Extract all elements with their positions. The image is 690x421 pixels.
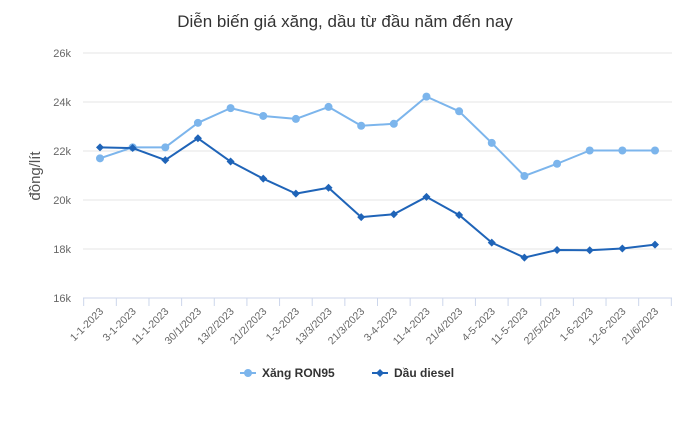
- data-point[interactable]: [422, 192, 431, 201]
- legend-item[interactable]: Xăng RON95: [240, 366, 335, 380]
- x-tick-label: 1-1-2023: [68, 306, 106, 344]
- series-line: [99, 137, 656, 259]
- legend: Xăng RON95 Dầu diesel: [240, 366, 454, 380]
- y-tick-label: 20k: [53, 195, 71, 207]
- y-tick-label: 26k: [53, 48, 71, 60]
- grid-lines: [83, 52, 672, 299]
- data-point[interactable]: [291, 114, 300, 123]
- legend-label: Dầu diesel: [394, 366, 454, 380]
- x-axis-ticks: 1-1-20233-1-202311-1-202330/1/202313/2/2…: [68, 298, 672, 348]
- data-point[interactable]: [357, 213, 366, 222]
- y-axis-ticks: 16k 18k 20k 22k 24k 26k: [53, 48, 71, 305]
- chart-title: Diễn biến giá xăng, dầu từ đầu năm đến n…: [177, 12, 513, 31]
- data-point[interactable]: [128, 144, 137, 153]
- data-point[interactable]: [389, 210, 398, 219]
- y-tick-label: 16k: [53, 293, 71, 305]
- legend-marker: [244, 369, 252, 377]
- data-point[interactable]: [161, 156, 170, 165]
- data-point[interactable]: [585, 246, 594, 255]
- data-point[interactable]: [585, 146, 594, 155]
- data-point[interactable]: [487, 238, 496, 247]
- data-point[interactable]: [422, 92, 431, 101]
- data-point[interactable]: [553, 245, 562, 254]
- data-point[interactable]: [651, 146, 659, 155]
- data-point[interactable]: [618, 244, 627, 253]
- data-point[interactable]: [193, 134, 202, 143]
- data-point[interactable]: [455, 210, 464, 219]
- data-point[interactable]: [161, 143, 170, 152]
- data-point[interactable]: [259, 174, 268, 183]
- data-point[interactable]: [618, 146, 627, 155]
- legend-label: Xăng RON95: [262, 366, 335, 380]
- y-tick-label: 24k: [53, 97, 71, 109]
- legend-item[interactable]: Dầu diesel: [372, 366, 454, 380]
- data-point[interactable]: [520, 253, 529, 262]
- data-point[interactable]: [291, 189, 300, 198]
- data-point[interactable]: [226, 104, 235, 113]
- data-point[interactable]: [357, 121, 366, 130]
- y-tick-label: 22k: [53, 146, 71, 158]
- data-point[interactable]: [389, 119, 398, 128]
- legend-marker: [376, 369, 384, 377]
- data-point[interactable]: [651, 240, 659, 249]
- series-ron95: [96, 92, 659, 180]
- y-tick-label: 18k: [53, 244, 71, 256]
- data-point[interactable]: [553, 159, 562, 168]
- series-group: [96, 92, 659, 262]
- y-axis-label: đồng/lít: [27, 151, 44, 201]
- data-point[interactable]: [520, 171, 529, 180]
- data-point[interactable]: [259, 111, 268, 120]
- data-point[interactable]: [455, 107, 464, 116]
- data-point[interactable]: [226, 157, 235, 166]
- data-point[interactable]: [324, 183, 333, 192]
- series-diesel: [96, 134, 659, 262]
- data-point[interactable]: [96, 143, 104, 152]
- data-point[interactable]: [324, 102, 333, 111]
- data-point[interactable]: [193, 118, 202, 127]
- data-point[interactable]: [96, 154, 104, 163]
- data-point[interactable]: [487, 138, 496, 147]
- series-line: [99, 95, 655, 177]
